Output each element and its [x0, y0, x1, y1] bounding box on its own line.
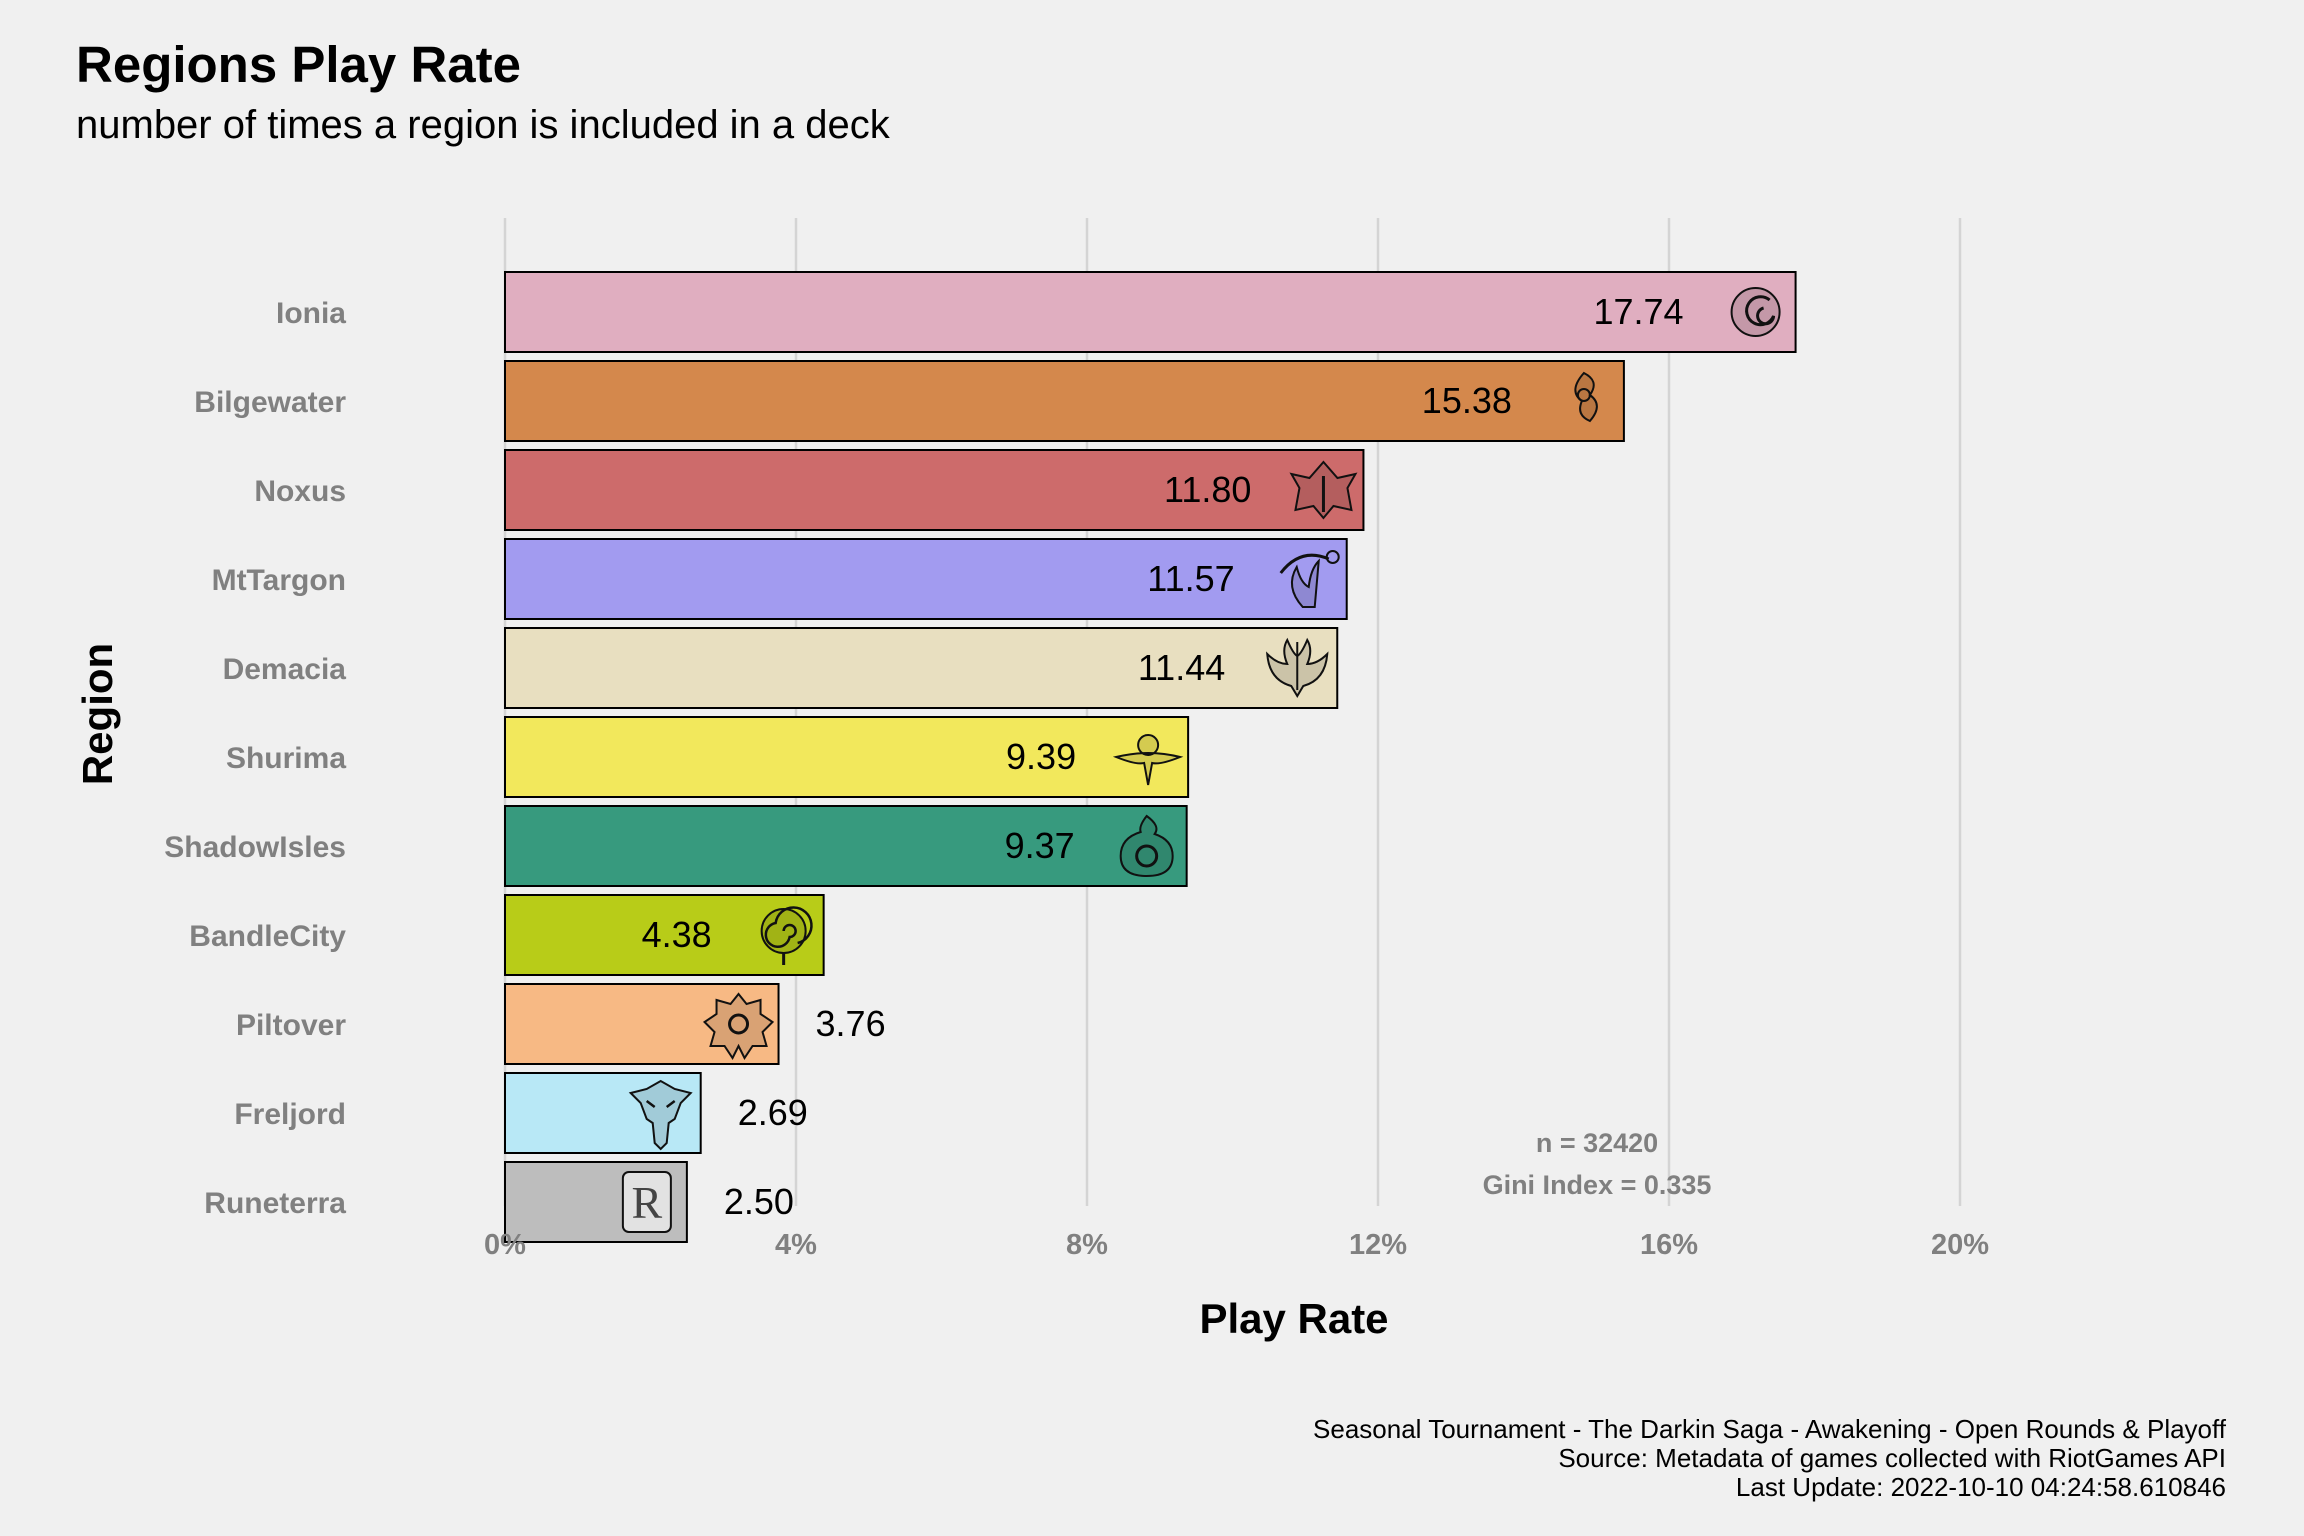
y-tick-label: Shurima — [226, 742, 346, 775]
chart-subtitle: number of times a region is included in … — [76, 103, 891, 147]
x-axis-title: Play Rate — [1199, 1295, 1388, 1342]
value-label: 15.38 — [1422, 380, 1512, 421]
runeterra-letter: R — [632, 1177, 663, 1228]
y-tick-label: MtTargon — [212, 564, 346, 597]
bar-noxus — [504, 449, 1365, 531]
y-axis-tick-labels: Ionia Bilgewater Noxus MtTargon Demacia Shuri… — [164, 297, 346, 1220]
bandlecity-icon — [760, 906, 813, 965]
value-label: 11.57 — [1147, 558, 1234, 599]
x-tick-label: 16% — [1640, 1229, 1698, 1261]
caption-last-update: Last Update: 2022-10-10 04:24:58.610846 — [1736, 1472, 2226, 1502]
bar-bilgewater — [504, 360, 1625, 442]
y-axis-title: Region — [74, 643, 121, 785]
gini-index-note: Gini Index = 0.335 — [1483, 1170, 1712, 1200]
shadowisles-icon — [1119, 814, 1174, 878]
bar-demacia — [504, 627, 1339, 709]
bar-mttargon — [504, 538, 1348, 620]
mttargon-icon — [1279, 550, 1340, 608]
value-label: 3.76 — [816, 1003, 886, 1044]
value-label: 2.69 — [738, 1092, 808, 1133]
demacia-icon — [1266, 637, 1329, 698]
y-tick-label: Ionia — [276, 297, 346, 330]
noxus-icon — [1289, 460, 1358, 520]
x-tick-label: 20% — [1931, 1229, 1989, 1261]
y-tick-label: Bilgewater — [194, 386, 346, 419]
sample-size-note: n = 32420 — [1536, 1128, 1658, 1158]
value-label: 17.74 — [1593, 291, 1683, 332]
y-tick-label: Freljord — [234, 1098, 346, 1131]
piltover-icon — [702, 992, 775, 1060]
y-tick-label: BandleCity — [189, 920, 346, 953]
value-label: 9.37 — [1005, 825, 1075, 866]
bar-piltover — [504, 983, 780, 1065]
value-label: 9.39 — [1006, 736, 1076, 777]
freljord-icon — [628, 1079, 693, 1151]
bilgewater-icon — [1574, 371, 1598, 423]
value-label: 4.38 — [642, 914, 712, 955]
bar-ionia — [504, 271, 1797, 353]
value-label: 11.80 — [1164, 469, 1251, 510]
bar-shurima — [504, 716, 1190, 798]
shurima-icon — [1112, 734, 1184, 786]
x-tick-label: 4% — [775, 1229, 817, 1261]
y-tick-label: Runeterra — [204, 1187, 346, 1220]
x-tick-label: 8% — [1066, 1229, 1108, 1261]
y-tick-label: Piltover — [236, 1009, 346, 1042]
ionia-icon — [1730, 287, 1781, 337]
x-tick-label: 12% — [1349, 1229, 1407, 1261]
x-tick-label: 0% — [484, 1229, 526, 1261]
chart-title: Regions Play Rate — [76, 36, 521, 93]
value-label: 11.44 — [1138, 647, 1225, 688]
y-tick-label: Demacia — [223, 653, 347, 686]
y-tick-label: ShadowIsles — [164, 831, 346, 864]
x-axis-tick-labels: 0% 4% 8% 12% 16% 20% — [484, 1229, 1989, 1261]
y-tick-label: Noxus — [254, 475, 346, 508]
caption-source: Source: Metadata of games collected with… — [1558, 1443, 2226, 1473]
runeterra-icon: R — [621, 1171, 672, 1233]
caption-tournament: Seasonal Tournament - The Darkin Saga - … — [1313, 1414, 2227, 1444]
bar-shadowisles — [504, 805, 1188, 887]
bar-bandlecity — [504, 894, 825, 976]
bars: 17.74 15.38 11.80 11.57 11.44 9.39 9.37 4.38 3.7… — [504, 271, 1797, 1243]
value-label: 2.50 — [724, 1181, 794, 1222]
